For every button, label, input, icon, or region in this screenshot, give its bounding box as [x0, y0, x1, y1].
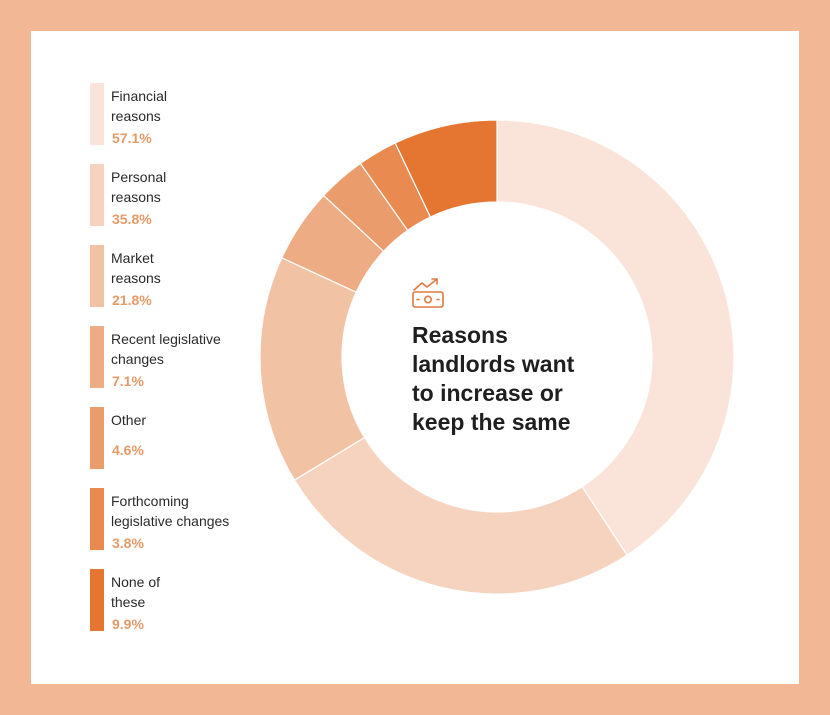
legend-swatch: [90, 569, 104, 631]
legend-label: Forthcoming legislative changes: [111, 493, 230, 529]
legend-value: 3.8%: [112, 535, 144, 551]
donut-slice: [394, 119, 498, 218]
legend-value: 21.8%: [112, 292, 152, 308]
legend-label: Financial reasons: [111, 88, 168, 124]
legend-value: 35.8%: [112, 211, 152, 227]
legend-item: Other 4.6%: [90, 407, 290, 469]
chart-title: Reasons landlords want to increase or ke…: [412, 322, 575, 435]
legend-value: 7.1%: [112, 373, 144, 389]
legend-swatch: [90, 83, 104, 145]
donut-slice: [496, 119, 735, 556]
legend-label: Recent legislative changes: [111, 331, 221, 367]
legend-label: None of these: [111, 574, 161, 610]
legend-label: Personal reasons: [111, 169, 167, 205]
legend-value: 57.1%: [112, 130, 152, 146]
legend-item: Personal reasons 35.8%: [90, 164, 290, 227]
legend-label: Other: [111, 412, 147, 428]
legend-label: Market reasons: [111, 250, 161, 286]
donut-slice: [259, 257, 366, 481]
legend-item: Financial reasons 57.1%: [90, 83, 290, 146]
legend-value: 9.9%: [112, 616, 144, 632]
legend-swatch: [90, 245, 104, 307]
legend-swatch: [90, 488, 104, 550]
legend-value: 4.6%: [112, 442, 144, 458]
legend-item: Market reasons 21.8%: [90, 245, 290, 308]
legend-item: None of these 9.9%: [90, 569, 290, 632]
legend-swatch: [90, 326, 104, 388]
donut-slice: [293, 436, 628, 595]
money-growth-icon: [411, 277, 445, 309]
legend-item: Forthcoming legislative changes 3.8%: [90, 488, 290, 551]
legend-swatch: [90, 164, 104, 226]
legend-swatch: [90, 407, 104, 469]
legend-item: Recent legislative changes 7.1%: [90, 326, 290, 389]
